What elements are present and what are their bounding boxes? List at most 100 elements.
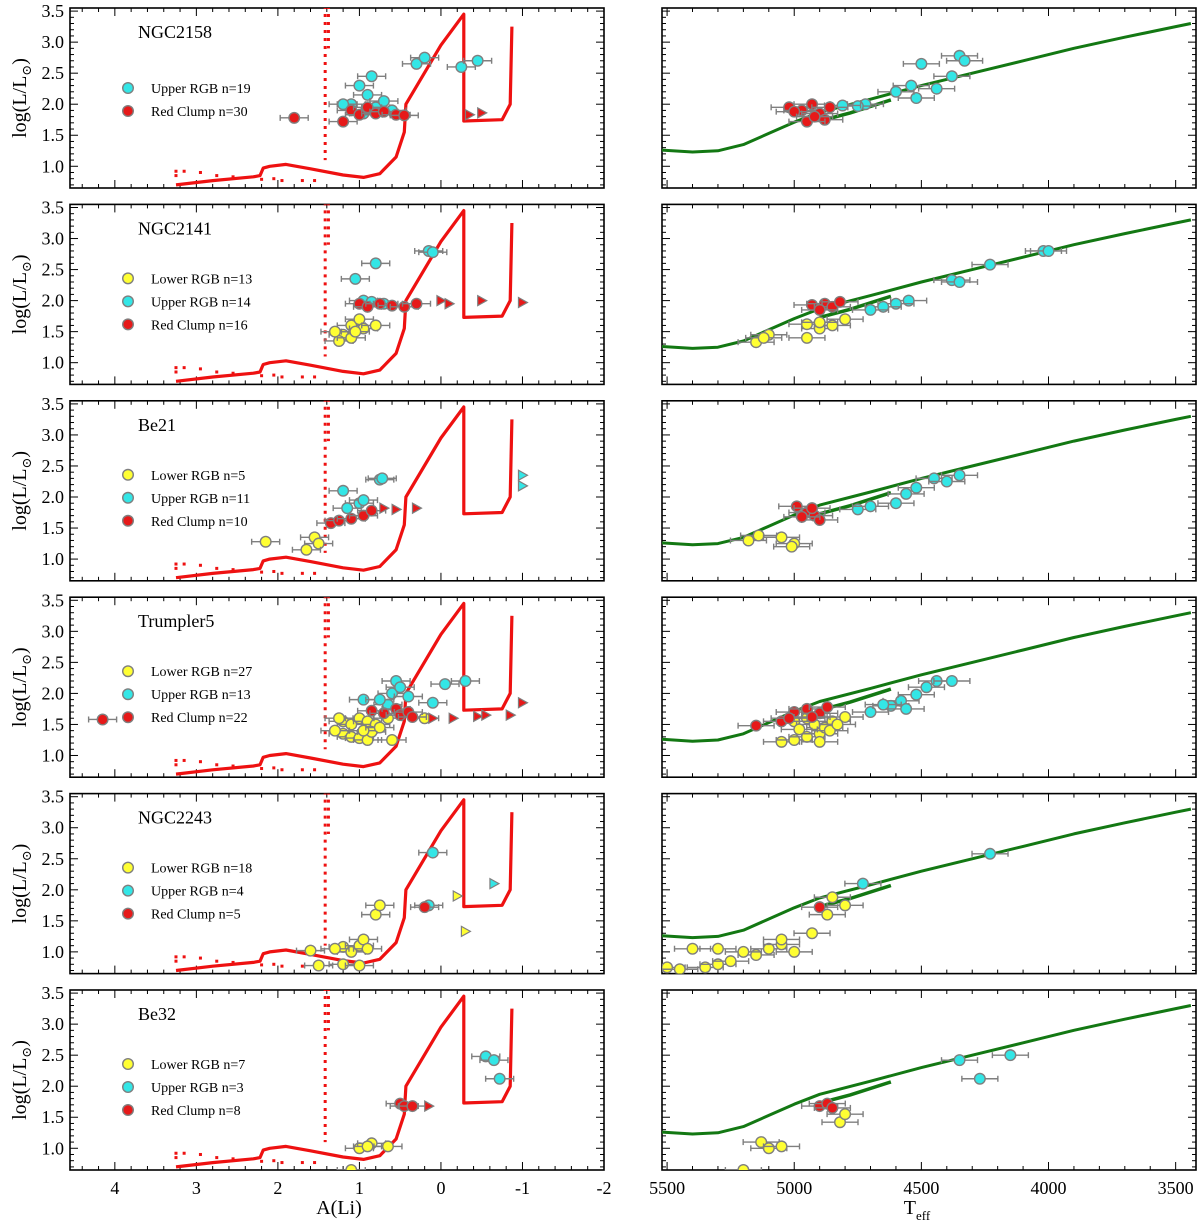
panel-ngc2158: 1.0 1.5 2.0 2.5 3.0 3.5 log(L/L⊙) NGC2158 Upper … bbox=[9, 1, 1197, 189]
y-tick-label: 1.0 bbox=[42, 156, 65, 176]
y-tick-label: 1.0 bbox=[42, 549, 65, 569]
y-tick-label: 2.0 bbox=[42, 94, 65, 114]
upper-rgb-point bbox=[455, 60, 468, 73]
y-axis-label-main: log(L/L bbox=[9, 272, 31, 334]
legend-entry: Red Clump n=5 bbox=[151, 908, 241, 923]
li-model-dot bbox=[182, 955, 186, 959]
left-axes-ngc2141 bbox=[69, 203, 605, 386]
lower-rgb-point bbox=[300, 543, 313, 556]
y-axis-label: log(L/L⊙) bbox=[9, 647, 34, 727]
li-model-dot bbox=[182, 562, 186, 566]
y-axis-label-sun: ⊙ bbox=[19, 261, 34, 272]
li-model-dot bbox=[272, 766, 276, 770]
li-model-dot bbox=[300, 375, 304, 379]
li-model-dot bbox=[215, 566, 219, 570]
legend-marker bbox=[121, 665, 134, 678]
li-model-dot bbox=[215, 174, 219, 178]
li-model-dot bbox=[231, 175, 235, 179]
y-tick-label: 3.5 bbox=[42, 590, 65, 610]
y-tick-label: 2.5 bbox=[42, 1045, 65, 1065]
upper-rgb-point bbox=[418, 51, 431, 64]
li-model-dot bbox=[300, 179, 304, 183]
right-axes-be21 bbox=[661, 399, 1197, 582]
upper-rgb-point bbox=[984, 258, 997, 271]
y-tick-label: 1.5 bbox=[42, 322, 65, 342]
panel-trumpler5: 1.0 1.5 2.0 2.5 3.0 3.5 log(L/L⊙) Trumpler5 Lowe… bbox=[9, 590, 1197, 779]
legend-marker bbox=[121, 295, 134, 308]
li-model-dot bbox=[198, 760, 202, 764]
legend-entry: Upper RGB n=13 bbox=[151, 688, 251, 703]
y-tick-label: 2.5 bbox=[42, 63, 65, 83]
left-axes-be21 bbox=[69, 399, 605, 582]
legend-entry: Upper RGB n=11 bbox=[151, 492, 250, 507]
lower-rgb-point bbox=[328, 724, 341, 737]
y-tick-label: 1.0 bbox=[42, 942, 65, 962]
upper-rgb-point bbox=[856, 877, 869, 890]
li-model-dot bbox=[174, 562, 178, 566]
y-tick-label: 3.0 bbox=[42, 621, 65, 641]
y-tick-label: 2.5 bbox=[42, 652, 65, 672]
li-model-track bbox=[175, 405, 514, 580]
red-clump-upper-limit bbox=[448, 712, 460, 725]
right-axes-frame bbox=[661, 399, 1197, 582]
upper-rgb-point bbox=[900, 702, 913, 715]
cluster-name: Trumpler5 bbox=[138, 611, 214, 631]
upper-rgb-point bbox=[341, 502, 354, 515]
upper-rgb-point bbox=[953, 469, 966, 482]
li-model-dot bbox=[231, 371, 235, 375]
legend-marker bbox=[121, 1080, 134, 1093]
right-plot-area bbox=[662, 22, 1192, 154]
legend-entry: Red Clump n=8 bbox=[151, 1104, 241, 1119]
legend-marker bbox=[121, 861, 134, 874]
lower-rgb-point bbox=[775, 933, 788, 946]
legend-marker bbox=[121, 491, 134, 504]
li-model-dot bbox=[198, 563, 202, 567]
lower-rgb-point bbox=[821, 908, 834, 921]
legend-entry: Upper RGB n=19 bbox=[151, 82, 251, 97]
upper-rgb-point bbox=[353, 79, 366, 92]
upper-rgb-upper-limit bbox=[489, 877, 501, 890]
right-axes-ngc2158 bbox=[661, 7, 1197, 189]
li-model-track bbox=[175, 209, 514, 383]
legend-entry: Red Clump n=22 bbox=[151, 711, 248, 726]
hr-model-track bbox=[662, 22, 1192, 154]
left-axes-trumpler5 bbox=[69, 596, 605, 779]
red-clump-point bbox=[365, 504, 378, 517]
y-tick-label: 3.5 bbox=[42, 983, 65, 1003]
y-tick-label: 2.5 bbox=[42, 260, 65, 280]
red-clump-point bbox=[750, 719, 763, 732]
li-model-dot bbox=[272, 962, 276, 966]
right-plot-area bbox=[662, 414, 1192, 553]
lower-rgb-point bbox=[800, 318, 813, 331]
lower-rgb-point bbox=[823, 724, 836, 737]
lower-rgb-point bbox=[304, 944, 317, 957]
upper-rgb-point bbox=[337, 98, 350, 111]
legend-entry: Upper RGB n=14 bbox=[151, 295, 251, 310]
cluster-name: Be32 bbox=[138, 1004, 176, 1024]
red-clump-upper-limit bbox=[505, 709, 517, 722]
y-axis-label: log(L/L⊙) bbox=[9, 58, 34, 138]
red-clump-upper-limit bbox=[411, 502, 423, 515]
x-tick-label: 0 bbox=[436, 1178, 445, 1198]
li-model-dot bbox=[300, 768, 304, 772]
legend-marker bbox=[121, 1057, 134, 1070]
x-tick-label: -1 bbox=[515, 1178, 530, 1198]
upper-rgb-point bbox=[920, 681, 933, 694]
li-model-dot bbox=[215, 1156, 219, 1160]
legend-marker bbox=[121, 468, 134, 481]
y-tick-label: 2.5 bbox=[42, 849, 65, 869]
li-model-track bbox=[175, 994, 514, 1169]
legend-entry: Red Clump n=16 bbox=[151, 318, 248, 333]
red-clump-upper-limit bbox=[379, 502, 391, 515]
lower-rgb-point bbox=[361, 942, 374, 955]
x-tick-label: 3 bbox=[192, 1178, 201, 1198]
red-clump-point bbox=[288, 111, 301, 124]
upper-rgb-point bbox=[369, 257, 382, 270]
y-tick-label: 1.0 bbox=[42, 353, 65, 373]
li-model-dot bbox=[198, 170, 202, 174]
red-clump-point bbox=[337, 115, 350, 128]
red-clump-point bbox=[406, 1100, 419, 1113]
upper-rgb-point bbox=[471, 54, 484, 67]
li-model-dot bbox=[231, 764, 235, 768]
upper-rgb-point bbox=[945, 674, 958, 687]
